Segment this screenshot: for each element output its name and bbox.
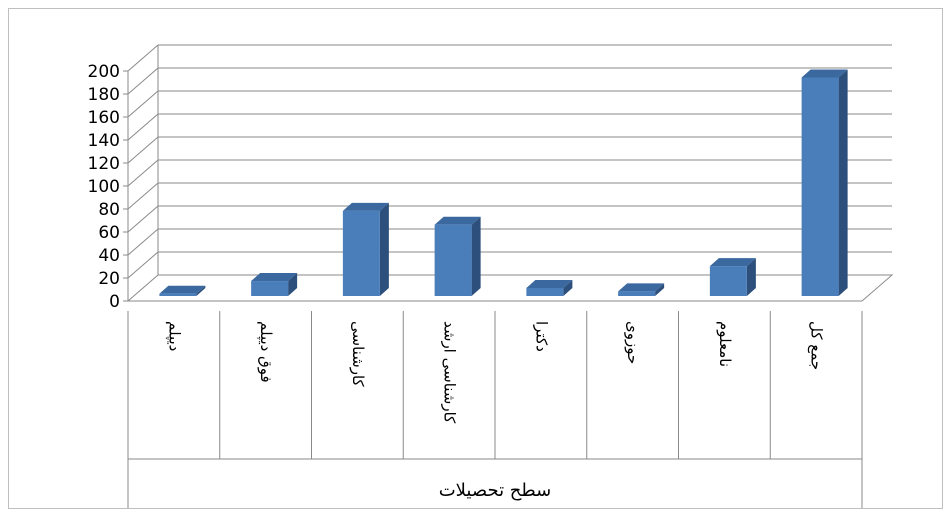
bar-top: [434, 216, 481, 225]
grid: [126, 44, 894, 302]
bar-front: [342, 210, 380, 296]
bar-side: [379, 202, 389, 296]
y-tick-label: 100: [88, 177, 120, 197]
bar-top: [342, 202, 389, 211]
y-tick-label: 160: [88, 108, 120, 128]
bar-front: [709, 266, 747, 296]
bar: [159, 285, 206, 296]
x-tick-label: کارشناسی ارشد: [441, 321, 459, 424]
y-tick-label: 80: [98, 200, 120, 220]
x-axis: دیپلم فوق دیپلم کارشناسی کارشناسی ارشد دکترا…: [127, 311, 863, 508]
x-axis-title: سطح تحصیلات: [439, 480, 552, 501]
bar-side: [838, 69, 848, 296]
gridline-side: [127, 182, 159, 210]
y-tick-label: 40: [98, 246, 120, 266]
y-tick-label: 200: [88, 62, 120, 82]
bar: [801, 69, 848, 296]
y-tick-label: 60: [98, 223, 120, 243]
bar: [434, 216, 481, 296]
gridline-side: [127, 90, 159, 118]
y-tick-label: 140: [88, 131, 120, 151]
bar: [251, 273, 298, 296]
gridline-side: [127, 113, 159, 141]
bar-front: [801, 77, 839, 296]
bar-top: [159, 285, 206, 294]
bars: [159, 69, 848, 296]
bar-front: [618, 291, 656, 296]
bar-side: [746, 258, 756, 296]
bar: [618, 283, 665, 296]
gridline-side: [127, 159, 159, 187]
x-tick-label: نامعلوم: [716, 321, 734, 367]
bar: [709, 258, 756, 296]
x-tick-label: حوزوی: [624, 321, 642, 364]
y-tick-label: 120: [88, 154, 120, 174]
bar-top: [709, 258, 756, 267]
gridline-side: [127, 136, 159, 164]
bar-top: [618, 283, 665, 292]
bar-side: [655, 283, 665, 296]
bar-front: [159, 293, 197, 296]
bar: [342, 202, 389, 296]
bar-front: [251, 281, 289, 296]
gridline-side: [127, 205, 159, 233]
x-tick-label: جمع کل: [808, 321, 826, 370]
gridline-side: [127, 228, 159, 256]
gridline-side: [127, 44, 159, 72]
y-tick-label: 180: [88, 85, 120, 105]
y-tick-label: 0: [109, 292, 120, 312]
y-axis: 0 20 40 60 80 100 120 140 160 180 200: [88, 62, 129, 312]
x-tick-label: کارشناسی: [349, 321, 367, 388]
bar-top: [251, 273, 298, 282]
gridline-side: [127, 67, 159, 95]
bar-front: [526, 287, 564, 296]
bar-front: [434, 224, 472, 296]
x-tick-label: فوق دیپلم: [256, 321, 275, 383]
gridline-side: [127, 251, 159, 279]
bar-side: [196, 285, 206, 296]
bar: [526, 279, 573, 296]
bar-side: [563, 279, 573, 296]
bar-side: [471, 216, 481, 296]
bar-side: [288, 273, 298, 296]
x-tick-label: دیپلم: [164, 321, 183, 351]
bar-top: [801, 69, 848, 78]
y-tick-label: 20: [98, 269, 120, 289]
bar-top: [526, 279, 573, 288]
x-tick-label: دکترا: [532, 321, 550, 352]
